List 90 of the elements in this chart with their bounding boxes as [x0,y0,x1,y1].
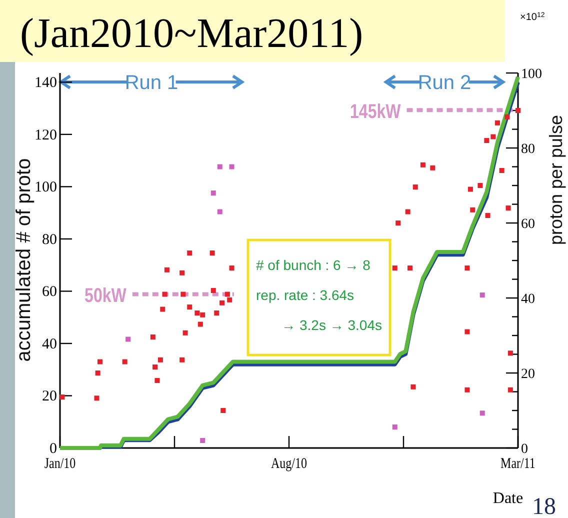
point [480,410,485,416]
series-label: 145kW [350,100,402,123]
point [392,424,398,430]
point [187,304,192,310]
point [152,364,158,370]
y-tick-label: 0 [50,441,57,457]
y-tick-label: 20 [42,388,57,405]
point [198,322,203,327]
point [410,384,416,390]
point [220,300,225,306]
point [180,357,185,362]
point [182,330,188,336]
point [464,266,470,270]
point [224,292,230,297]
point [217,209,222,214]
point [180,292,186,297]
point [122,359,128,364]
point [126,336,131,342]
point [430,165,436,170]
point [478,183,483,188]
point [229,164,234,170]
point [97,359,102,364]
point [95,370,100,376]
point [60,394,65,400]
x-axis-title: Date [492,490,524,507]
point [484,138,490,143]
x-tick-label: Aug/10 [271,454,308,472]
text: 18 [532,494,556,518]
point [227,297,232,302]
y2-tick-label: 100 [521,67,542,82]
point [162,292,168,297]
annotation: # of bunch : 6 → 8 rep. rate : 3.64s → 3.2s → 3.04s [256,257,382,333]
point [220,408,226,413]
point [217,164,222,170]
y-tick-label: 60 [42,284,57,300]
point [506,206,511,210]
point [480,292,485,298]
y2-tick-label: 40 [521,292,535,307]
point [405,209,410,214]
annotation: Run 2 [418,72,472,94]
point [470,207,476,212]
point [164,267,170,272]
point [214,310,220,316]
point [420,162,426,168]
y-tick-label: 80 [42,232,57,248]
y-tick-label: 140 [34,75,57,92]
y2-tick-label: 80 [521,142,535,157]
point [158,357,163,362]
y-tick-label: 120 [34,127,57,144]
point [494,120,500,126]
point [464,387,470,392]
point [210,190,216,196]
point [150,334,156,340]
point [210,250,215,256]
point [504,114,510,120]
y2-tick-label: 20 [521,367,535,382]
point [94,396,100,401]
point [490,134,496,140]
y2-axis-title: proton per pulse [546,114,566,246]
y-tick-label: 40 [42,336,57,352]
point [508,350,513,356]
point [154,378,160,383]
point [229,266,234,270]
point [194,310,200,316]
point [464,329,470,334]
point [160,306,166,312]
text: ×10$^{12}$ [520,12,545,23]
point [210,288,216,293]
point [508,387,513,392]
point [407,266,412,270]
point [516,108,520,113]
x-tick-label: Jan/10 [44,454,76,472]
point [180,270,185,276]
point [499,168,504,173]
y-tick-label: 100 [34,180,57,196]
point [392,266,398,270]
point [187,250,192,256]
chart-title: (Jan2010~Mar2011) [20,11,364,57]
point [485,213,490,218]
point [200,438,206,443]
point [396,220,401,226]
point [200,312,206,318]
point [468,186,473,192]
point [412,184,418,190]
y-axis-title: accumulated # of proto [13,158,35,362]
annotation: Run 1 [124,72,178,94]
series-label: 50kW [84,284,128,307]
y2-tick-label: 0 [521,442,528,457]
y2-tick-label: 60 [521,217,535,232]
x-tick-label: Mar/11 [500,454,536,472]
